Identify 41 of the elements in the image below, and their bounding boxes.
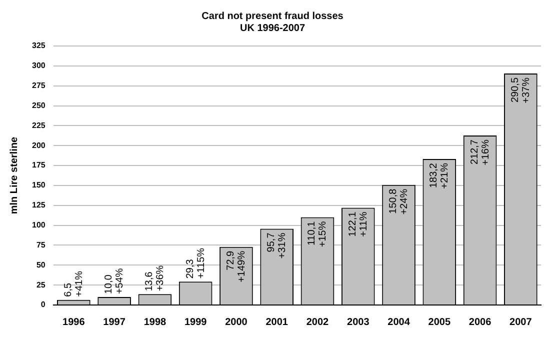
y-tick-label: 300 bbox=[32, 61, 46, 70]
data-label: 6,5 +41% bbox=[62, 270, 85, 297]
y-tick-label: 200 bbox=[32, 140, 46, 150]
x-tick-label: 2003 bbox=[347, 316, 370, 328]
x-tick-label: 1996 bbox=[62, 316, 86, 328]
data-label: 110,1 +15% bbox=[306, 220, 329, 248]
y-tick-label: 250 bbox=[32, 100, 46, 110]
data-label: 122,1 +11% bbox=[347, 211, 370, 237]
x-tick-label: 2007 bbox=[510, 316, 532, 328]
data-label: 150,8 +24% bbox=[388, 188, 410, 215]
x-tick-label: 2005 bbox=[428, 316, 451, 328]
y-tick-label: 100 bbox=[32, 220, 46, 230]
y-axis-title: mln Lire sterline bbox=[8, 136, 20, 214]
y-tick-label: 0 bbox=[40, 300, 46, 310]
data-label: 95,7 +31% bbox=[266, 232, 288, 259]
y-tick-label: 225 bbox=[32, 120, 46, 130]
x-tick-label: 2004 bbox=[388, 316, 410, 328]
x-tick-label: 1999 bbox=[184, 316, 208, 328]
y-tick-label: 25 bbox=[36, 280, 46, 290]
x-tick-label: 2001 bbox=[266, 316, 288, 328]
data-label: 183,2 +21% bbox=[428, 162, 451, 189]
x-tick-label: 2002 bbox=[306, 316, 330, 328]
x-tick-label: 1997 bbox=[103, 316, 126, 328]
data-label: 10,0 +54% bbox=[104, 268, 126, 294]
data-label: 290,5 +37% bbox=[510, 77, 532, 104]
x-tick-label: 2000 bbox=[225, 316, 248, 328]
y-tick-label: 175 bbox=[32, 160, 46, 170]
x-tick-label: 1998 bbox=[144, 316, 166, 328]
chart-title: Card not present fraud losses bbox=[202, 10, 344, 22]
chart-subtitle: UK 1996-2007 bbox=[240, 22, 306, 34]
data-label: 29,3 +115% bbox=[184, 248, 207, 279]
data-label: 13,6 +36% bbox=[144, 265, 166, 292]
y-tick-label: 75 bbox=[36, 240, 46, 250]
data-label: 212,7 +16% bbox=[469, 139, 492, 166]
y-tick-label: 125 bbox=[32, 200, 46, 210]
x-tick-label: 2006 bbox=[468, 316, 492, 328]
y-tick-label: 325 bbox=[32, 41, 46, 50]
data-label: 72,9 +149% bbox=[225, 250, 248, 282]
y-tick-label: 275 bbox=[32, 81, 46, 90]
y-tick-label: 150 bbox=[32, 180, 46, 190]
y-tick-label: 50 bbox=[36, 260, 46, 270]
